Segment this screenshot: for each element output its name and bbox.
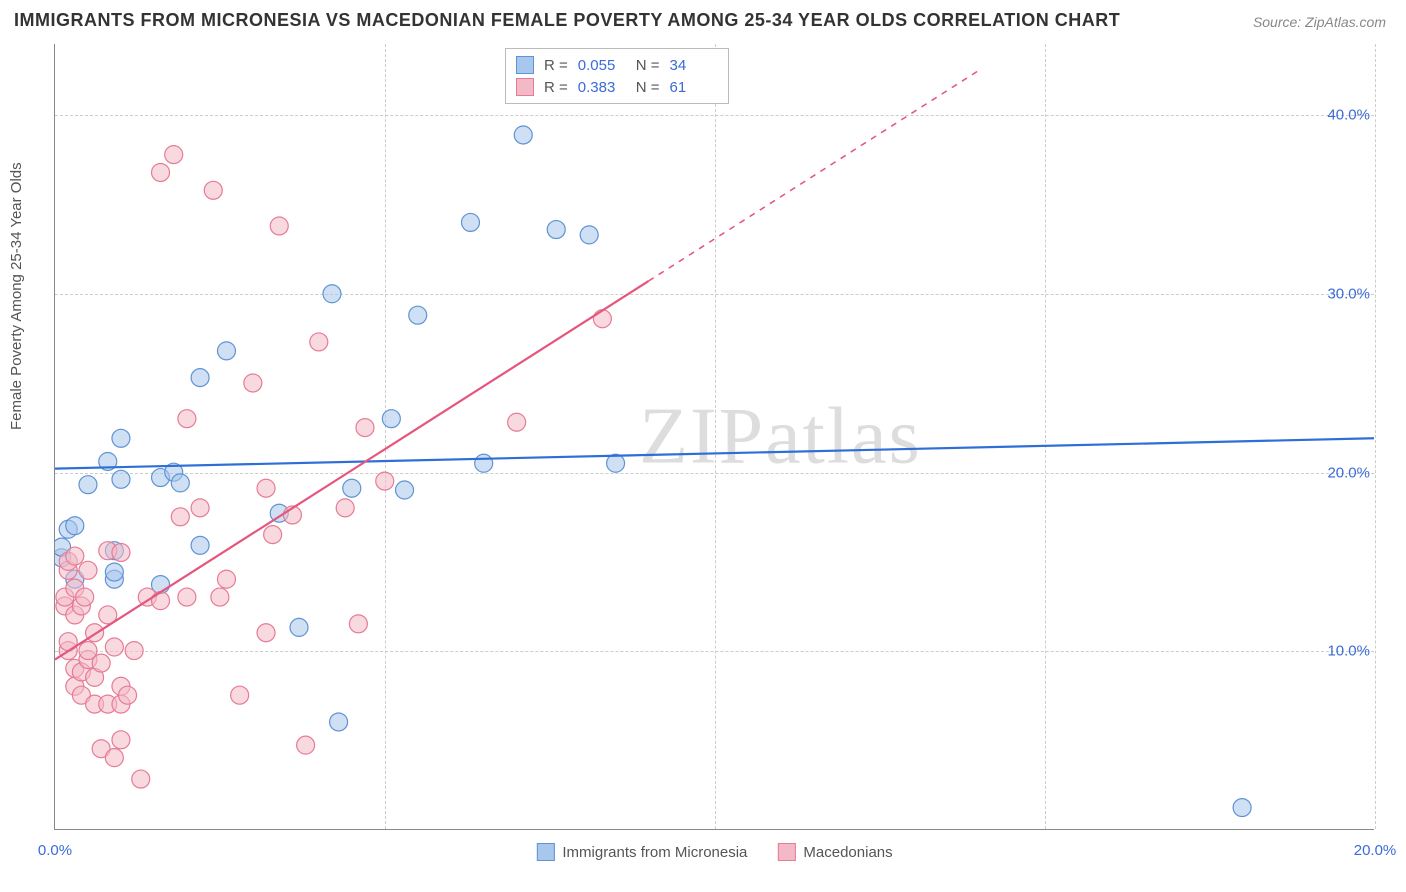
data-point: [191, 499, 209, 517]
data-point: [105, 563, 123, 581]
data-point: [310, 333, 328, 351]
data-point: [112, 731, 130, 749]
legend-n-value: 34: [670, 57, 718, 74]
data-point: [178, 588, 196, 606]
data-point: [105, 749, 123, 767]
data-point: [217, 570, 235, 588]
data-point: [165, 146, 183, 164]
data-point: [217, 342, 235, 360]
source-label: Source: ZipAtlas.com: [1253, 14, 1386, 30]
data-point: [112, 470, 130, 488]
data-point: [264, 526, 282, 544]
data-point: [191, 369, 209, 387]
data-point: [257, 624, 275, 642]
data-point: [132, 770, 150, 788]
data-point: [396, 481, 414, 499]
legend-n-label: N =: [636, 57, 660, 74]
data-point: [382, 410, 400, 428]
legend-swatch: [516, 78, 534, 96]
legend-item: Macedonians: [777, 843, 892, 861]
data-point: [231, 686, 249, 704]
data-point: [178, 410, 196, 428]
data-point: [152, 163, 170, 181]
data-point: [475, 454, 493, 472]
chart-title: IMMIGRANTS FROM MICRONESIA VS MACEDONIAN…: [14, 10, 1120, 31]
data-point: [508, 413, 526, 431]
data-point: [92, 654, 110, 672]
data-point: [257, 479, 275, 497]
data-point: [171, 474, 189, 492]
legend-label: Immigrants from Micronesia: [562, 844, 747, 861]
data-point: [79, 476, 97, 494]
legend-n-label: N =: [636, 79, 660, 96]
data-point: [330, 713, 348, 731]
scatter-svg: [55, 44, 1374, 829]
data-point: [125, 642, 143, 660]
legend-item: Immigrants from Micronesia: [536, 843, 747, 861]
trend-line: [55, 438, 1374, 468]
legend-row: R = 0.055 N = 34: [516, 54, 718, 76]
legend-series: Immigrants from Micronesia Macedonians: [536, 843, 892, 861]
data-point: [211, 588, 229, 606]
legend-row: R = 0.383 N = 61: [516, 76, 718, 98]
data-point: [290, 618, 308, 636]
legend-correlation: R = 0.055 N = 34 R = 0.383 N = 61: [505, 48, 729, 104]
x-tick-label: 0.0%: [38, 842, 72, 859]
data-point: [66, 517, 84, 535]
data-point: [79, 561, 97, 579]
plot-area: ZIPatlas R =0.055N =34R =0.383N =61 10.0…: [54, 44, 1374, 830]
data-point: [191, 536, 209, 554]
legend-r-value: 0.055: [578, 57, 626, 74]
data-point: [336, 499, 354, 517]
trend-line: [55, 281, 649, 659]
data-point: [514, 126, 532, 144]
x-tick-label: 20.0%: [1354, 842, 1397, 859]
data-point: [105, 638, 123, 656]
data-point: [112, 543, 130, 561]
data-point: [112, 429, 130, 447]
legend-r-label: R =: [544, 57, 568, 74]
legend-swatch: [536, 843, 554, 861]
data-point: [376, 472, 394, 490]
data-point: [580, 226, 598, 244]
legend-swatch: [777, 843, 795, 861]
data-point: [204, 181, 222, 199]
data-point: [547, 221, 565, 239]
data-point: [607, 454, 625, 472]
data-point: [461, 213, 479, 231]
data-point: [297, 736, 315, 754]
data-point: [270, 217, 288, 235]
legend-r-value: 0.383: [578, 79, 626, 96]
data-point: [593, 310, 611, 328]
legend-n-value: 61: [670, 79, 718, 96]
data-point: [1233, 799, 1251, 817]
legend-label: Macedonians: [803, 844, 892, 861]
legend-r-label: R =: [544, 79, 568, 96]
data-point: [66, 547, 84, 565]
legend-swatch: [516, 56, 534, 74]
data-point: [244, 374, 262, 392]
y-axis-label: Female Poverty Among 25-34 Year Olds: [8, 162, 25, 430]
data-point: [152, 592, 170, 610]
data-point: [343, 479, 361, 497]
data-point: [349, 615, 367, 633]
data-point: [356, 419, 374, 437]
data-point: [323, 285, 341, 303]
data-point: [171, 508, 189, 526]
data-point: [409, 306, 427, 324]
data-point: [76, 588, 94, 606]
data-point: [119, 686, 137, 704]
gridline-v: [1375, 44, 1376, 829]
